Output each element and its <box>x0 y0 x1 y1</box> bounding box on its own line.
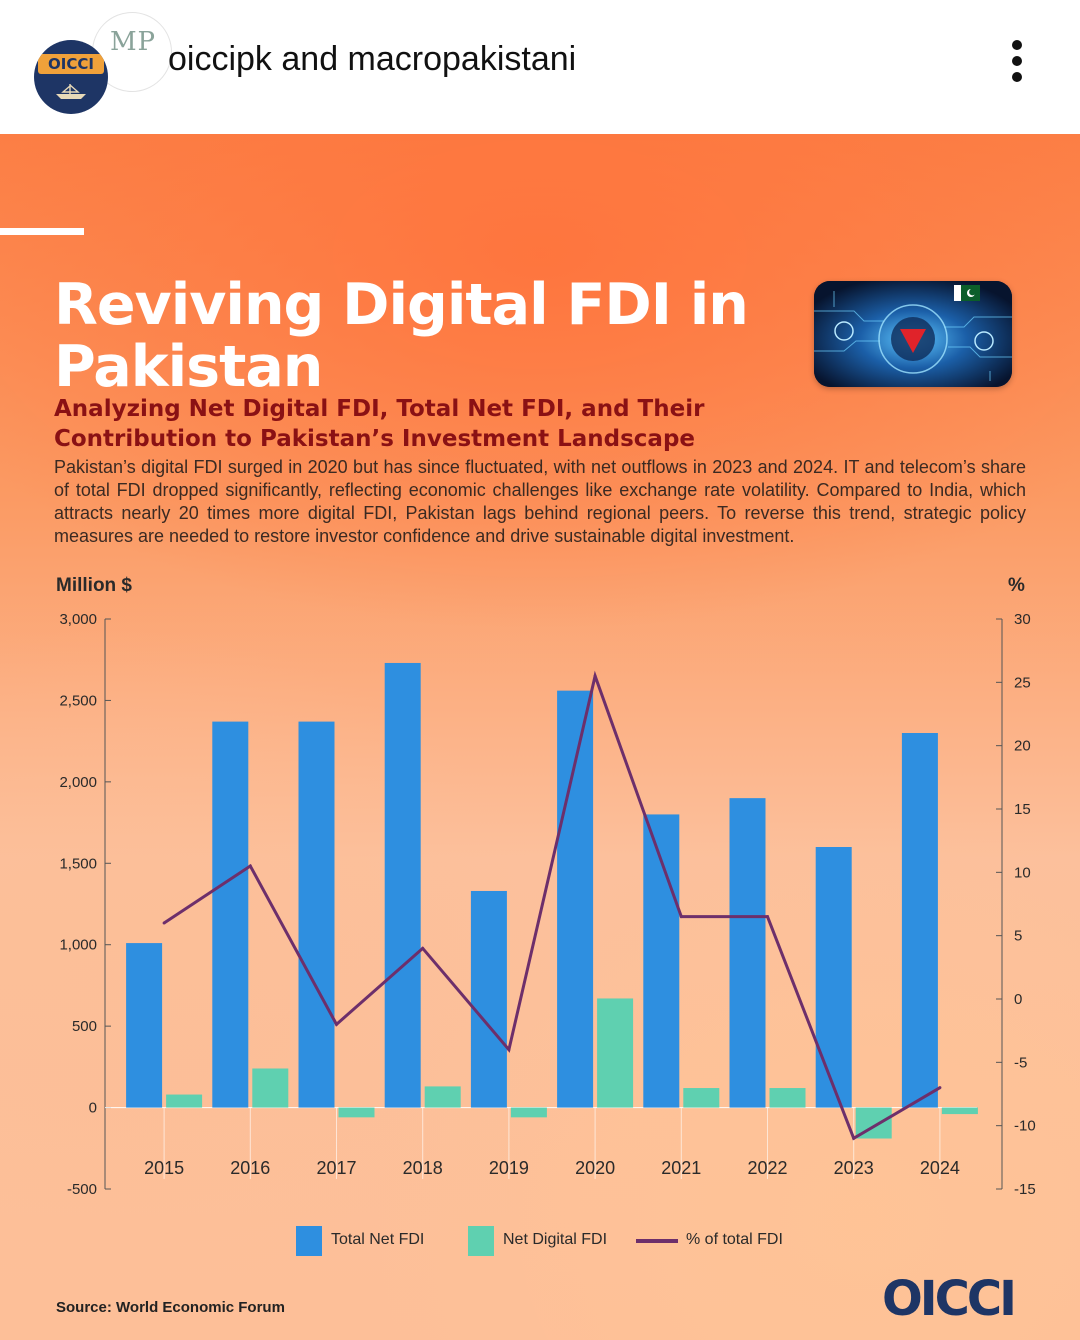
right-axis-tick-label: -15 <box>1014 1181 1036 1194</box>
bar-net-digital-fdi <box>683 1088 720 1108</box>
line-pct-total-fdi <box>163 670 941 1141</box>
point-pct-total-fdi <box>335 1022 338 1026</box>
bar-net-digital-fdi <box>769 1088 806 1108</box>
post-image: Reviving Digital FDI in Pakistan Analyzi… <box>0 134 1080 1340</box>
bar-total-net-fdi <box>901 733 938 1108</box>
right-axis-tick-label: 20 <box>1014 738 1031 755</box>
right-axis-tick-label: 30 <box>1014 611 1031 628</box>
right-axis-tick-label: 5 <box>1014 928 1022 945</box>
point-pct-total-fdi <box>679 915 683 919</box>
digital-globe-image <box>814 281 1012 387</box>
circuit-globe-icon <box>814 281 1012 387</box>
bar-total-net-fdi <box>126 943 163 1108</box>
mp-logo-text: MP <box>109 27 157 57</box>
bar-net-digital-fdi <box>424 1086 461 1108</box>
left-axis-tick-label: 3,000 <box>59 611 97 628</box>
left-axis-unit: Million $ <box>56 575 132 596</box>
legend-label: Total Net FDI <box>331 1231 425 1248</box>
right-axis-tick-label: 25 <box>1014 674 1031 691</box>
left-axis-tick-label: 1,000 <box>59 937 97 954</box>
poster-title: Reviving Digital FDI in Pakistan <box>54 272 749 400</box>
dot-icon <box>1012 56 1022 66</box>
x-axis-tick-label: 2016 <box>230 1158 270 1178</box>
legend-swatch-total-net-fdi <box>296 1226 322 1256</box>
bar-total-net-fdi <box>212 721 249 1108</box>
bar-net-digital-fdi <box>941 1107 978 1115</box>
point-pct-total-fdi <box>766 915 769 919</box>
left-axis-tick-label: 500 <box>72 1018 97 1035</box>
right-axis-tick-label: 0 <box>1014 991 1022 1008</box>
bar-total-net-fdi <box>384 662 421 1108</box>
oicci-footer-logo: OICCI <box>882 1271 1017 1327</box>
left-axis-tick-label: -500 <box>67 1181 97 1194</box>
x-axis-tick-label: 2020 <box>575 1158 615 1178</box>
post-header: MP OICCI oiccipk and macropakistani <box>0 0 1080 134</box>
x-axis-tick-label: 2022 <box>747 1158 787 1178</box>
legend-label: Net Digital FDI <box>503 1231 608 1248</box>
x-axis-tick-label: 2023 <box>834 1158 874 1178</box>
point-pct-total-fdi <box>852 1136 856 1140</box>
point-pct-total-fdi <box>938 1086 942 1090</box>
ship-icon <box>56 84 86 99</box>
point-pct-total-fdi <box>507 1048 511 1052</box>
bar-total-net-fdi <box>470 890 507 1108</box>
point-pct-total-fdi <box>593 674 597 678</box>
legend-label: % of total FDI <box>686 1231 783 1248</box>
right-axis-tick-label: -5 <box>1014 1054 1027 1071</box>
x-axis-tick-label: 2021 <box>661 1158 701 1178</box>
avatar[interactable]: MP OICCI <box>34 12 172 114</box>
point-pct-total-fdi <box>421 946 425 950</box>
account-names[interactable]: oiccipk and macropakistani <box>168 40 577 78</box>
fdi-chart: 3,0002,5002,0001,5001,0005000-5003025201… <box>59 611 1036 1194</box>
dot-icon <box>1012 40 1022 50</box>
poster-body: Pakistan’s digital FDI surged in 2020 bu… <box>54 457 1026 546</box>
poster-subtitle: Analyzing Net Digital FDI, Total Net FDI… <box>54 396 705 452</box>
oicci-logo-text: OICCI <box>48 55 94 73</box>
bar-net-digital-fdi <box>252 1068 289 1108</box>
x-axis-tick-label: 2019 <box>489 1158 529 1178</box>
left-axis-tick-label: 2,000 <box>59 774 97 791</box>
legend-line-pct-total-fdi <box>636 1239 678 1243</box>
legend-swatch-net-digital-fdi <box>468 1226 494 1256</box>
left-axis-tick-label: 2,500 <box>59 692 97 709</box>
bar-total-net-fdi <box>729 798 766 1108</box>
left-axis-tick-label: 0 <box>89 1100 97 1117</box>
point-pct-total-fdi <box>248 864 252 868</box>
right-axis-unit: % <box>1008 575 1025 596</box>
point-pct-total-fdi <box>162 921 166 925</box>
accent-line <box>0 228 84 235</box>
bar-net-digital-fdi <box>597 998 634 1108</box>
x-axis-tick-label: 2018 <box>403 1158 443 1178</box>
bar-net-digital-fdi <box>338 1107 375 1118</box>
bar-net-digital-fdi <box>166 1094 203 1108</box>
right-axis-tick-label: 10 <box>1014 864 1031 881</box>
x-axis-tick-label: 2017 <box>316 1158 356 1178</box>
right-axis-tick-label: -10 <box>1014 1118 1036 1135</box>
bar-net-digital-fdi <box>510 1107 547 1118</box>
left-axis-tick-label: 1,500 <box>59 855 97 872</box>
bar-total-net-fdi <box>815 847 852 1108</box>
x-axis-tick-label: 2024 <box>920 1158 960 1178</box>
right-axis-tick-label: 15 <box>1014 801 1031 818</box>
bar-total-net-fdi <box>298 721 335 1108</box>
bar-total-net-fdi <box>557 690 594 1108</box>
more-options-icon[interactable] <box>1008 38 1028 86</box>
oicci-avatar[interactable]: OICCI <box>34 40 108 114</box>
source-note: Source: World Economic Forum <box>56 1299 285 1316</box>
avatar-band <box>38 54 104 74</box>
x-axis-tick-label: 2015 <box>144 1158 184 1178</box>
dot-icon <box>1012 72 1022 82</box>
